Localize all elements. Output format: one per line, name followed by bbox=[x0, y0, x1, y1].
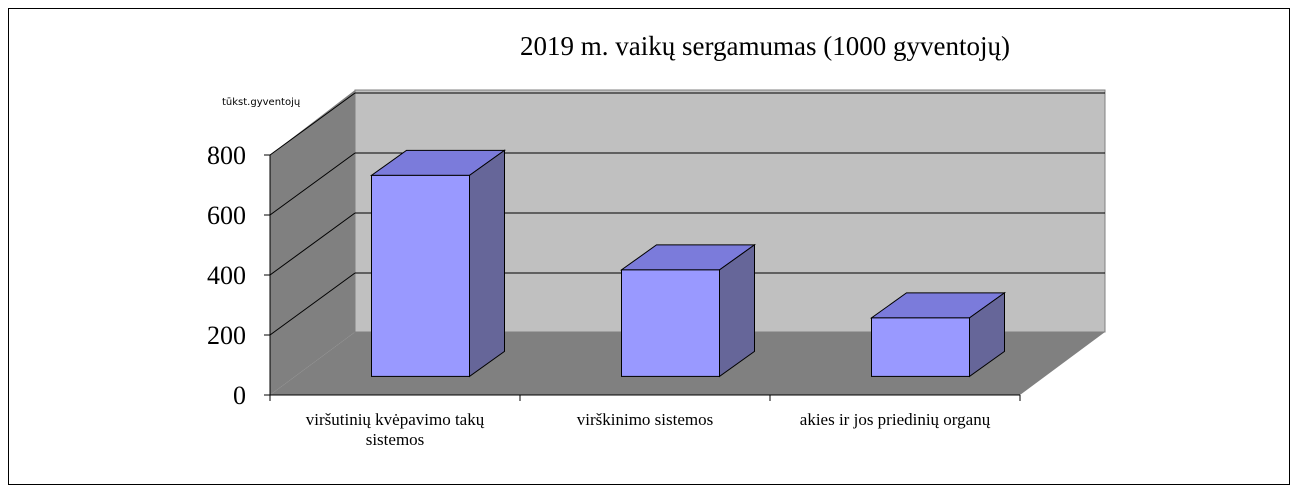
y-tick-label: 400 bbox=[207, 261, 246, 290]
y-tick-label: 800 bbox=[207, 141, 246, 170]
bar-side bbox=[469, 149, 505, 378]
grid-line bbox=[269, 152, 356, 216]
grid-line bbox=[269, 92, 356, 156]
chart-title: 2019 m. vaikų sergamumas (1000 gyventojų… bbox=[520, 31, 1010, 61]
y-tick-label: 0 bbox=[233, 381, 246, 410]
grid-line bbox=[269, 212, 356, 276]
bar bbox=[371, 174, 470, 377]
grid-line bbox=[269, 272, 356, 336]
x-tick-label: viršutinių kvėpavimo takų sistemos bbox=[305, 410, 485, 449]
y-tick-label: 600 bbox=[207, 201, 246, 230]
x-tick-label: virškinimo sistemos bbox=[576, 410, 714, 429]
x-tick-label: akies ir jos priedinių organų bbox=[799, 410, 991, 429]
bar bbox=[621, 269, 720, 377]
bar bbox=[871, 317, 970, 377]
side-wall bbox=[270, 90, 355, 395]
y-axis-label: tūkst.gyventojų bbox=[222, 97, 301, 108]
y-tick-label: 200 bbox=[207, 321, 246, 350]
